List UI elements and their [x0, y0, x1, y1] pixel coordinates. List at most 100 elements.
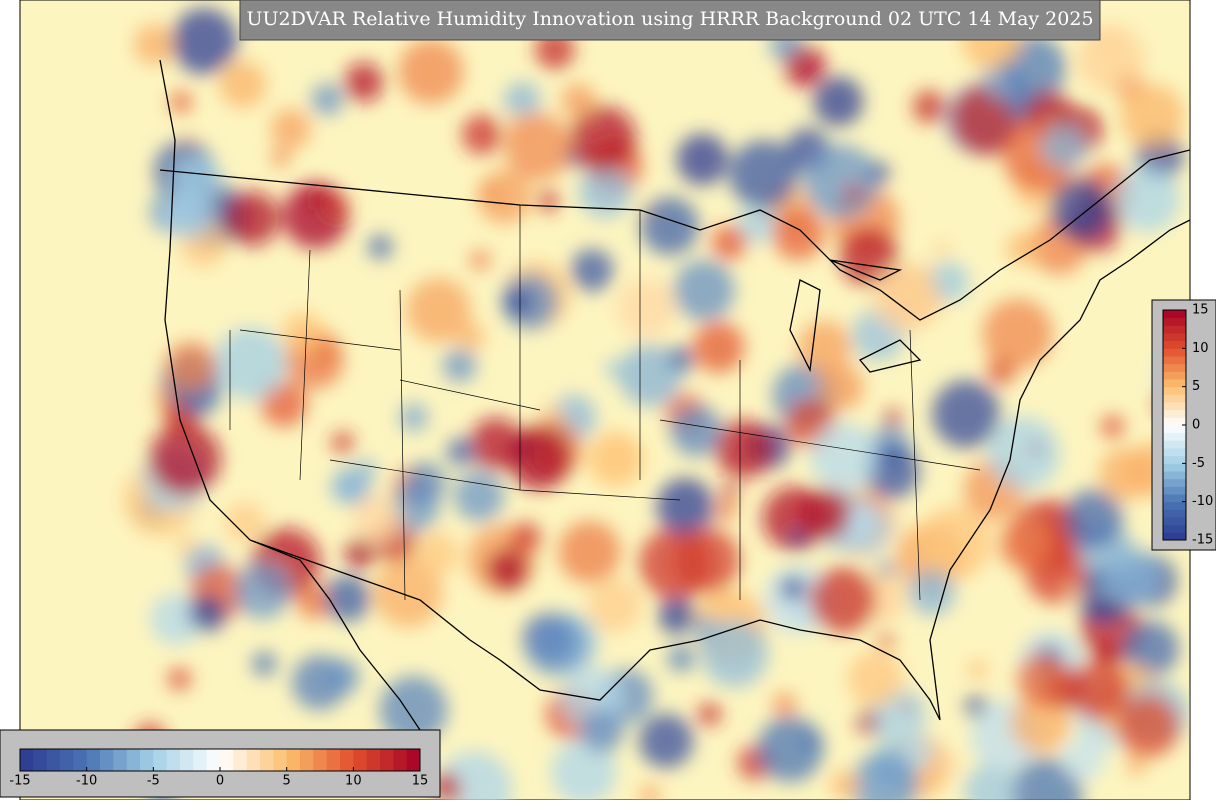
colorbar-step: [1163, 432, 1186, 441]
colorbar-step: [406, 749, 421, 771]
innovation-blob: [225, 191, 280, 246]
innovation-blob: [864, 444, 920, 499]
innovation-blob: [938, 754, 960, 776]
innovation-blob: [883, 409, 902, 428]
innovation-blob: [658, 596, 696, 635]
colorbar-step: [206, 749, 221, 771]
colorbar-step: [113, 749, 128, 771]
colorbar-step: [1163, 409, 1186, 418]
colorbar-step: [1163, 486, 1186, 495]
colorbar-step: [1163, 463, 1186, 472]
innovation-blob: [551, 739, 617, 800]
innovation-blob: [219, 60, 267, 108]
state-lines: [229, 205, 981, 601]
vertical-colorbar: -15 -10 -5 0 5 10 15: [1162, 303, 1213, 548]
innovation-blob: [791, 605, 808, 623]
innovation-blob: [673, 527, 740, 594]
innovation-blob: [845, 184, 862, 201]
colorbar-step: [1163, 394, 1186, 403]
innovation-blob: [638, 713, 694, 769]
innovation-blob: [510, 522, 542, 553]
colorbar-tick-label: -10: [76, 774, 97, 789]
innovation-blob: [404, 461, 446, 504]
innovation-blob: [169, 91, 192, 114]
innovation-blob: [323, 575, 371, 622]
colorbar-step: [273, 749, 288, 771]
innovation-blob: [442, 348, 477, 383]
colorbar-tick-label: -15: [9, 774, 30, 789]
innovation-blob: [771, 207, 825, 261]
innovation-blob: [165, 341, 217, 393]
innovation-blob: [537, 190, 560, 213]
innovation-blob: [1067, 586, 1084, 603]
innovation-blob: [784, 46, 826, 88]
innovation-blob: [1064, 489, 1123, 548]
innovation-blob: [373, 558, 443, 628]
innovation-blob: [908, 569, 956, 616]
colorbar-tick-label: 10: [345, 774, 362, 789]
innovation-blob: [932, 380, 1001, 449]
innovation-blob: [918, 506, 992, 580]
colorbar-step: [326, 749, 341, 771]
innovation-blob: [697, 702, 722, 727]
innovation-blob: [332, 466, 372, 505]
innovation-blob: [1100, 547, 1162, 608]
colorbar-step: [1163, 325, 1186, 334]
innovation-blob: [587, 431, 644, 488]
innovation-blob: [504, 113, 572, 181]
innovation-blob: [587, 578, 643, 634]
colorbar-step: [1163, 425, 1186, 434]
innovation-blob: [780, 575, 806, 602]
innovation-blob: [670, 405, 723, 457]
great-lakes: [789, 259, 922, 373]
colorbar-step: [1163, 501, 1186, 510]
innovation-blob: [1068, 659, 1129, 720]
innovation-blob: [296, 584, 332, 620]
innovation-blob: [168, 667, 191, 691]
innovation-blob: [616, 278, 677, 338]
innovation-blob: [398, 38, 464, 105]
innovation-blob: [570, 105, 637, 172]
colorbar-step: [1163, 455, 1186, 464]
innovation-blob: [214, 327, 287, 400]
innovation-blob: [851, 752, 918, 800]
innovation-blob: [772, 692, 797, 717]
colorbar-step: [233, 749, 248, 771]
colorbar-step: [353, 749, 368, 771]
innovation-blob: [676, 133, 729, 186]
innovation-blob: [165, 192, 213, 240]
innovation-blob: [175, 535, 196, 556]
colorbar-step: [1163, 310, 1186, 319]
colorbar-step: [1163, 371, 1186, 380]
innovation-blob: [311, 83, 344, 116]
innovation-blob: [171, 154, 222, 205]
colorbar-step: [1163, 402, 1186, 411]
innovation-blob: [692, 321, 745, 373]
innovation-blob: [639, 785, 661, 800]
innovation-blob: [809, 567, 876, 633]
innovation-blob: [150, 593, 203, 646]
innovation-blob: [503, 81, 541, 119]
innovation-blob: [368, 234, 393, 260]
innovation-blob: [251, 651, 277, 677]
innovation-blob: [847, 650, 904, 707]
colorbar-step: [1163, 348, 1186, 357]
innovation-blob: [715, 500, 736, 522]
innovation-blob: [1126, 755, 1147, 776]
innovation-blob: [233, 561, 291, 619]
colorbar-step: [380, 749, 394, 771]
innovation-blob: [1050, 178, 1112, 241]
colorbar-step: [73, 749, 88, 771]
innovation-blob: [446, 437, 475, 466]
innovation-blob: [640, 196, 699, 256]
innovation-blob: [982, 298, 1053, 369]
innovation-blob: [998, 518, 1052, 571]
colorbar-step: [1163, 386, 1186, 395]
colorbar-tick-label: 0: [1192, 418, 1200, 433]
colorbar-step: [1163, 356, 1186, 365]
innovation-blob: [171, 8, 238, 75]
innovation-blob: [570, 248, 614, 292]
innovation-blob: [830, 771, 859, 800]
innovation-blob: [399, 403, 429, 432]
